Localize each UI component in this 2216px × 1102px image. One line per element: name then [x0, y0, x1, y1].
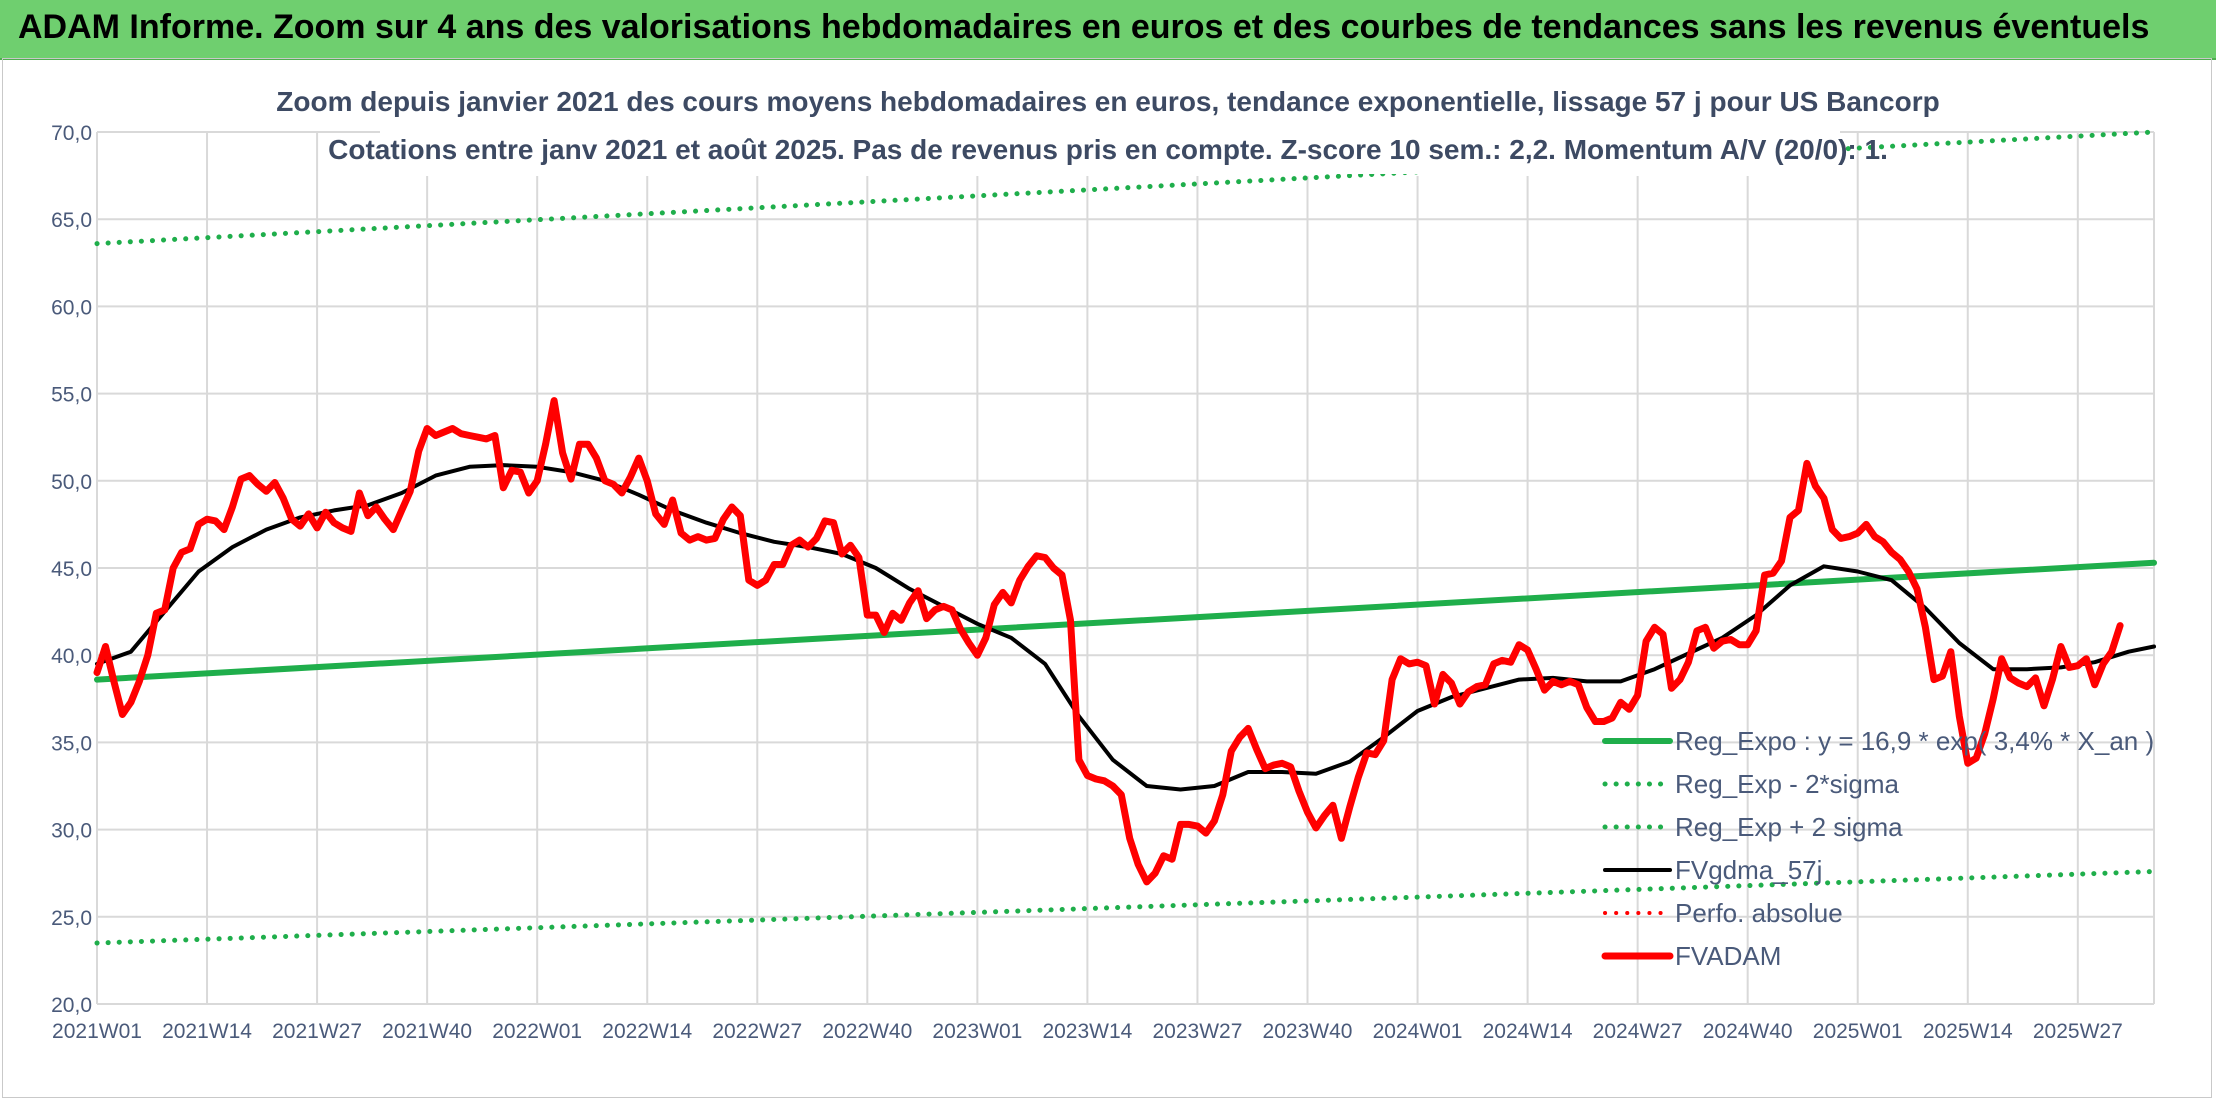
- x-tick-label: 2023W14: [1042, 1020, 1132, 1043]
- y-tick-label: 30,0: [51, 820, 92, 843]
- x-tick-label: 2025W27: [2033, 1020, 2123, 1043]
- x-tick-label: 2022W40: [822, 1020, 912, 1043]
- series-line-3: [95, 463, 2156, 792]
- x-tick-label: 2024W14: [1483, 1020, 1573, 1043]
- x-tick-label: 2024W40: [1703, 1020, 1793, 1043]
- y-tick-label: 70,0: [51, 122, 92, 145]
- header-band: ADAM Informe. Zoom sur 4 ans des valoris…: [0, 0, 2216, 60]
- chart-subtitle-line-2: Cotations entre janv 2021 et août 2025. …: [328, 134, 1888, 165]
- x-tick-label: 2024W01: [1373, 1020, 1463, 1043]
- y-tick-label: 35,0: [51, 732, 92, 755]
- x-tick-label: 2023W40: [1263, 1020, 1353, 1043]
- y-tick-label: 60,0: [51, 296, 92, 319]
- x-tick-label: 2021W14: [162, 1020, 252, 1043]
- x-tick-label: 2023W01: [932, 1020, 1022, 1043]
- legend-label: Perfo. absolue: [1675, 898, 1843, 928]
- x-tick-label: 2021W01: [52, 1020, 142, 1043]
- x-tick-label: 2022W27: [712, 1020, 802, 1043]
- y-tick-label: 65,0: [51, 209, 92, 232]
- x-tick-label: 2025W14: [1923, 1020, 2013, 1043]
- legend-label: Reg_Exp + 2 sigma: [1675, 812, 1903, 842]
- x-tick-label: 2021W40: [382, 1020, 472, 1043]
- y-tick-label: 55,0: [51, 384, 92, 407]
- x-tick-label: 2024W27: [1593, 1020, 1683, 1043]
- x-tick-label: 2022W14: [602, 1020, 692, 1043]
- header-title: ADAM Informe. Zoom sur 4 ans des valoris…: [18, 8, 2150, 46]
- y-tick-label: 45,0: [51, 558, 92, 581]
- legend-label: Reg_Exp - 2*sigma: [1675, 769, 1900, 799]
- y-tick-label: 20,0: [51, 994, 92, 1017]
- x-tick-label: 2021W27: [272, 1020, 362, 1043]
- chart-subtitle-line-1: Zoom depuis janvier 2021 des cours moyen…: [276, 86, 1940, 117]
- plot-area-border: [2, 58, 2212, 1098]
- legend-label: FVADAM: [1675, 941, 1781, 971]
- series-line-1: [94, 869, 2157, 946]
- series-line-2: [94, 129, 2157, 247]
- subtitle-cover-2: [380, 130, 1840, 174]
- series-line-5: [93, 397, 2124, 886]
- subtitle-cover-1: [360, 84, 1860, 124]
- x-tick-label: 2025W01: [1813, 1020, 1903, 1043]
- y-tick-label: 50,0: [51, 471, 92, 494]
- legend-label: FVgdma_57j: [1675, 855, 1822, 885]
- series-line-0: [94, 559, 2157, 683]
- x-tick-label: 2023W27: [1152, 1020, 1242, 1043]
- y-tick-label: 25,0: [51, 907, 92, 930]
- y-tick-label: 40,0: [51, 645, 92, 668]
- x-tick-label: 2022W01: [492, 1020, 582, 1043]
- legend-label: Reg_Expo : y = 16,9 * exp( 3,4% * X_an ): [1675, 726, 2154, 756]
